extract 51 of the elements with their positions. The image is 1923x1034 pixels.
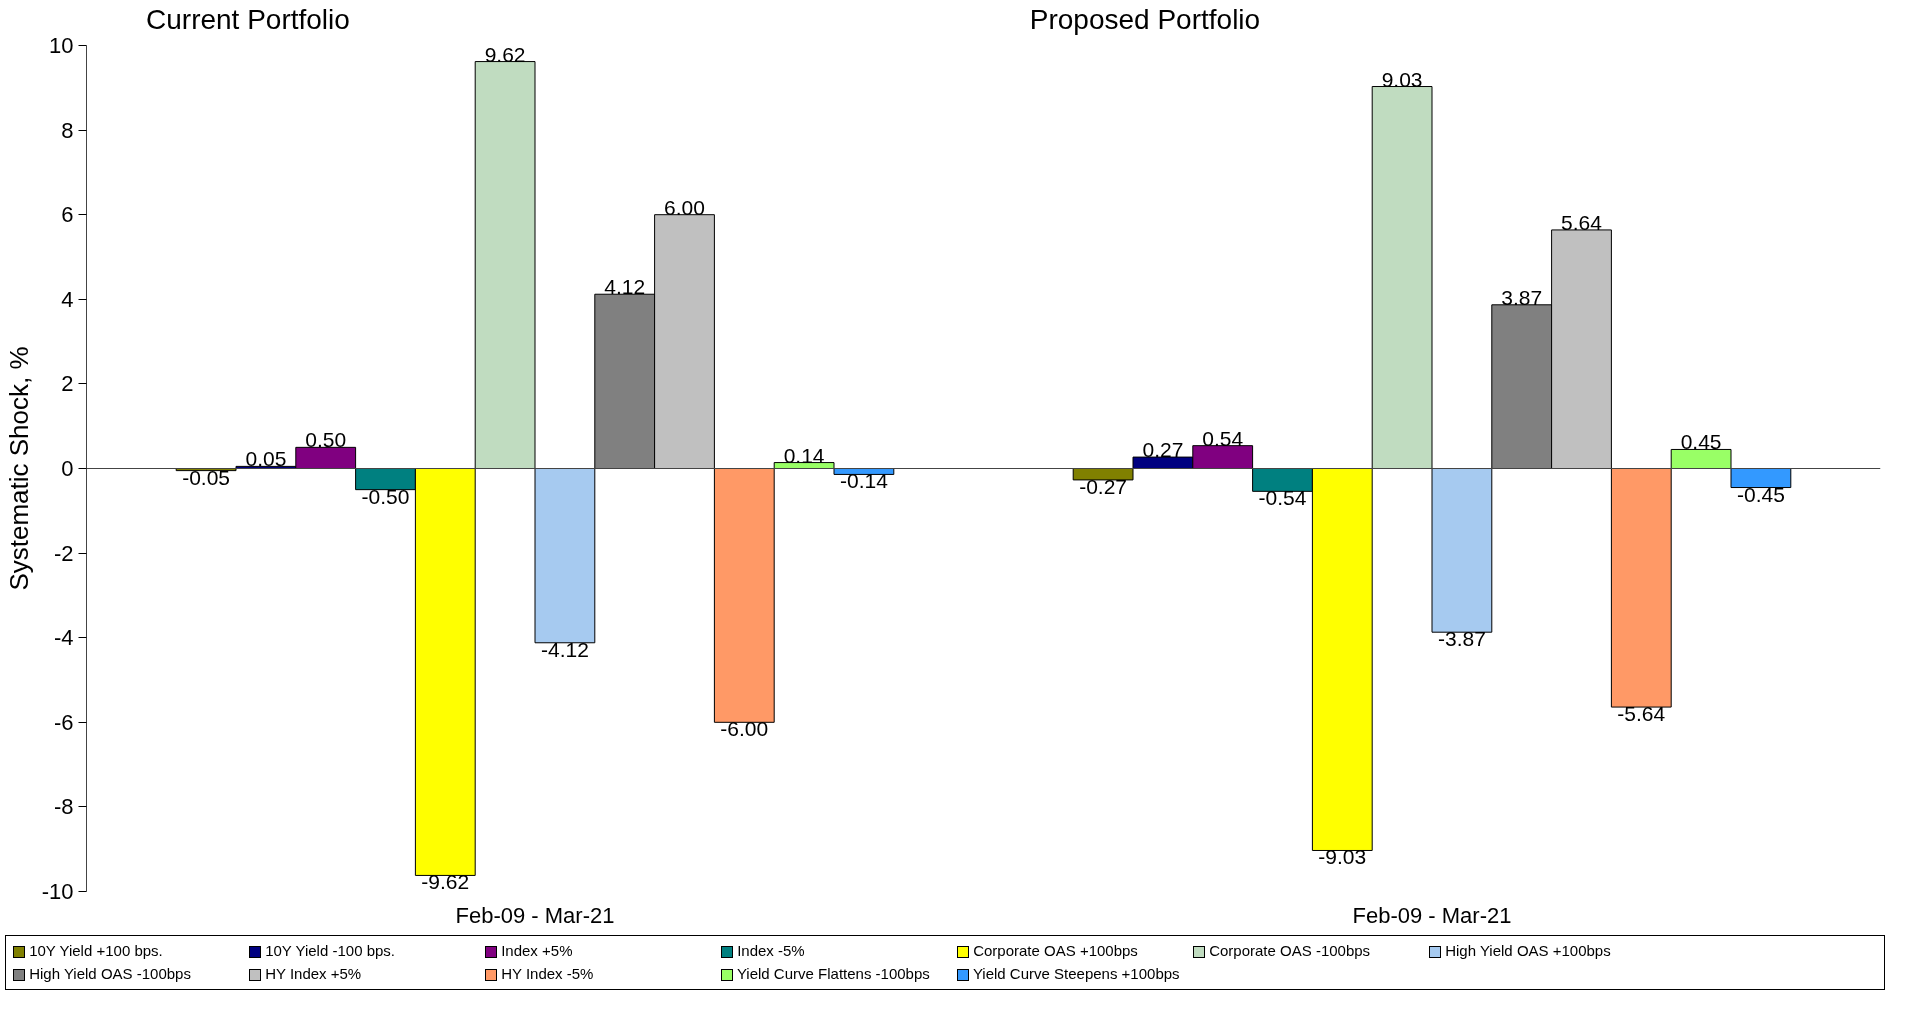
legend-label: HY Index +5%: [264, 964, 363, 985]
legend-label: 10Y Yield +100 bps.: [28, 941, 164, 961]
legend-label: Yield Curve Steepens +100bps: [971, 964, 1181, 985]
data-label: -6.00: [720, 717, 769, 741]
data-label: 9.62: [484, 42, 526, 66]
data-label: -0.14: [839, 469, 889, 493]
legend-label: Yield Curve Flattens -100bps: [735, 964, 931, 985]
data-label: -0.45: [1736, 482, 1785, 506]
text: Proposed Portfolio: [1029, 3, 1261, 35]
data-label: -0.27: [1079, 474, 1128, 498]
y-tick-label: -8: [53, 794, 74, 820]
data-label: 0.54: [1202, 426, 1244, 450]
data-label: 0.50: [305, 428, 347, 452]
legend-label: High Yield OAS +100bps: [1444, 941, 1612, 961]
y-tick-label: 6: [61, 202, 74, 228]
y-tick-label: 8: [61, 117, 74, 143]
y-tick-label: -6: [53, 709, 74, 735]
legend-label: HY Index -5%: [500, 964, 595, 985]
data-label: -9.03: [1318, 845, 1367, 869]
y-tick-label: -4: [53, 625, 74, 651]
data-label: -3.87: [1437, 627, 1486, 651]
data-label: 6.00: [664, 195, 705, 219]
data-label: -4.12: [540, 637, 589, 661]
legend-label: 10Y Yield -100 bps.: [264, 941, 396, 961]
legend-label: Corporate OAS -100bps: [1208, 941, 1372, 961]
data-label: -5.64: [1617, 702, 1666, 726]
y-tick-label: 2: [61, 371, 74, 397]
x-tick-label: Feb-09 - Mar-21: [455, 902, 615, 928]
y-tick-label: -10: [41, 879, 74, 904]
data-label: 3.87: [1501, 285, 1543, 309]
data-label: 0.14: [783, 443, 825, 467]
data-label: 5.64: [1561, 210, 1603, 234]
legend-label: Index +5%: [500, 941, 574, 961]
data-label: 4.12: [604, 275, 646, 299]
legend-label: Index -5%: [736, 941, 806, 961]
data-label: -0.05: [182, 465, 231, 489]
data-label: -0.50: [361, 484, 410, 508]
data-label: 0.27: [1142, 438, 1184, 462]
data-label: -0.54: [1258, 486, 1307, 510]
data-label: 0.45: [1680, 430, 1722, 454]
legend-label: High Yield OAS -100bps: [28, 964, 192, 985]
x-tick-label: Feb-09 - Mar-21: [1352, 902, 1512, 928]
y-tick-label: -2: [53, 540, 74, 566]
text: Current Portfolio: [146, 3, 350, 35]
data-label: -9.62: [421, 870, 470, 894]
legend-label: Corporate OAS +100bps: [972, 941, 1139, 961]
y-tick-label: 10: [49, 33, 74, 58]
y-axis-title: Systematic Shock, %: [3, 346, 34, 591]
y-tick-label: 4: [61, 286, 74, 312]
y-tick-label: 0: [61, 456, 74, 481]
data-label: 0.05: [245, 447, 287, 471]
